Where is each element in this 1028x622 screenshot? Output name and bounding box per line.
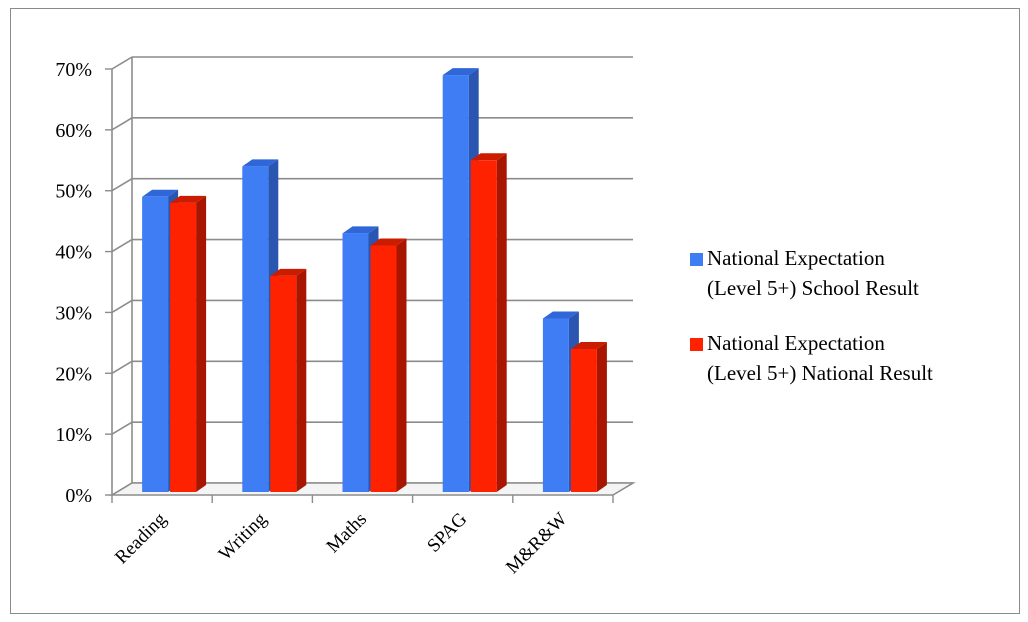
gridline-slant [111,178,133,192]
bar-m-r-w-school-top [542,311,579,319]
x-tick-label: Reading [111,508,171,568]
legend-label: National Expectation [707,331,885,355]
y-tick-label: 60% [55,120,92,142]
bar-maths-national-top [370,238,407,246]
bar-writing-national [270,275,297,492]
gridline-slant [111,421,133,435]
bar-reading-national-top [170,195,207,203]
bar-m-r-w-national-side [596,341,607,492]
y-tick-label: 20% [55,363,92,385]
bar-writing-school-top [242,159,279,167]
y-tick-label: 10% [55,424,92,446]
bar-m-r-w-school [542,318,569,492]
bar-maths-school-top [342,226,379,234]
bar-reading-school [142,196,169,493]
bar-spag-national [470,160,497,493]
bar-m-r-w-national [570,348,597,492]
legend-swatch-school [690,253,703,266]
bar-maths-national [370,245,397,492]
y-tick-label: 30% [55,302,92,324]
legend-label: (Level 5+) National Result [707,361,933,385]
gridline-slant [111,56,133,70]
bar-reading-national-side [196,195,207,492]
bar-spag-national-side [496,153,507,493]
gridline-slant [111,238,133,253]
legend-swatch-national [690,338,703,351]
gridline-slant [111,117,133,131]
bar-m-r-w-national-top [570,341,607,349]
x-tick-label: Maths [323,509,371,557]
legend-label: National Expectation [707,246,885,270]
bar-maths-national-side [396,238,407,492]
bar-spag-school-top [442,68,479,76]
bar-maths-school [342,233,369,493]
y-tick-label: 0% [65,485,92,507]
x-tick-label: SPAG [423,508,471,556]
bar-reading-school-top [142,189,179,197]
y-tick-label: 50% [55,181,92,203]
y-tick-label: 40% [55,242,92,264]
bar-writing-national-side [296,268,307,492]
gridline-slant [111,299,133,314]
legend-label: (Level 5+) School Result [707,276,919,300]
bar-writing-national-top [270,268,307,276]
bar-writing-school [242,166,269,492]
y-tick-label: 70% [55,59,92,81]
bar-spag-school [442,75,469,492]
bar-spag-national-top [470,153,507,161]
bar-reading-national [170,202,197,492]
gridline-slant [111,360,133,374]
x-tick-label: M&R&W [502,509,571,578]
x-tick-label: Writing [215,508,271,564]
